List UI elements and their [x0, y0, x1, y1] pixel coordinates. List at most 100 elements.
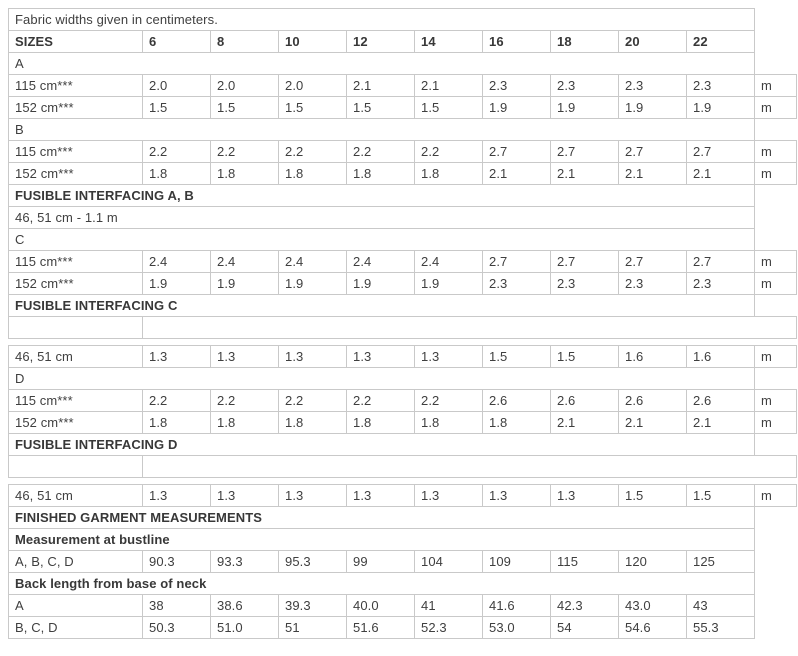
size-header-cell: 12	[346, 30, 415, 53]
value-cell: 1.9	[346, 272, 415, 295]
sizes-label-cell: SIZES	[8, 30, 143, 53]
unit-cell: m	[754, 96, 798, 119]
value-cell: 38	[142, 594, 211, 617]
value-cell: 55.3	[685, 616, 756, 639]
value-cell: 50.3	[142, 616, 211, 639]
table-row-section: Measurement at bustline	[7, 528, 797, 551]
row-label-cell: 115 cm***	[8, 389, 143, 412]
value-cell: 1.5	[482, 345, 551, 368]
value-cell: 2.2	[414, 140, 483, 163]
value-cell: 2.2	[142, 140, 211, 163]
value-cell: 41	[414, 594, 483, 617]
table-row-data: 46, 51 cm 1.3 1.3 1.3 1.3 1.3 1.5 1.5 1.6 1.6 m	[8, 345, 798, 368]
size-header-cell: 8	[210, 30, 279, 53]
table-row-data: 152 cm*** 1.8 1.8 1.8 1.8 1.8 2.1 2.1 2.1 2.1 m	[8, 162, 798, 185]
value-cell: 104	[414, 550, 483, 573]
value-cell: 1.9	[482, 96, 551, 119]
value-cell: 1.3	[278, 345, 347, 368]
value-cell: 2.3	[618, 272, 687, 295]
table-row-plain: D	[7, 367, 797, 390]
value-cell: 43.0	[618, 594, 687, 617]
table-row-header: SIZES 6 8 10 12 14 16 18 20 22	[8, 30, 797, 53]
size-header-cell: 6	[142, 30, 211, 53]
value-cell: 1.5	[618, 484, 687, 507]
value-cell: 2.6	[482, 389, 551, 412]
table-row-data: 115 cm*** 2.2 2.2 2.2 2.2 2.2 2.7 2.7 2.7 2.7 m	[8, 140, 798, 163]
value-cell: 2.4	[278, 250, 347, 273]
value-cell: 1.5	[278, 96, 347, 119]
value-cell: 1.9	[685, 96, 756, 119]
table-row-data: 152 cm*** 1.8 1.8 1.8 1.8 1.8 1.8 2.1 2.1 2.1 m	[8, 411, 798, 434]
unit-cell: m	[754, 162, 798, 185]
value-cell: 2.1	[685, 411, 756, 434]
empty-span-cell	[141, 316, 798, 339]
value-cell: 2.1	[550, 162, 619, 185]
value-cell: 2.0	[142, 74, 211, 97]
value-cell: 2.3	[482, 272, 551, 295]
size-header-cell: 14	[414, 30, 483, 53]
table-row-intro: Fabric widths given in centimeters.	[7, 8, 797, 31]
value-cell: 1.8	[142, 162, 211, 185]
value-cell: 1.5	[414, 96, 483, 119]
value-cell: 1.8	[278, 162, 347, 185]
value-cell: 2.2	[346, 389, 415, 412]
unit-cell: m	[754, 345, 798, 368]
value-cell: 2.2	[142, 389, 211, 412]
value-cell: 39.3	[278, 594, 347, 617]
value-cell: 2.0	[278, 74, 347, 97]
value-cell: 2.1	[482, 162, 551, 185]
section-header-cell: Back length from base of neck	[7, 572, 756, 595]
value-cell: 1.8	[346, 162, 415, 185]
plain-row-label-cell: 46, 51 cm - 1.1 m	[7, 206, 756, 229]
fabric-requirements-table: Fabric widths given in centimeters. SIZES…	[7, 8, 798, 639]
table-row-plain: B	[7, 118, 797, 141]
value-cell: 2.4	[210, 250, 279, 273]
row-label-cell: 115 cm***	[8, 140, 143, 163]
value-cell: 2.7	[618, 140, 687, 163]
row-label-cell: 152 cm***	[8, 162, 143, 185]
table-row-plain: 46, 51 cm - 1.1 m	[7, 206, 797, 229]
unit-cell: m	[754, 140, 798, 163]
value-cell: 2.6	[685, 389, 756, 412]
value-cell: 1.3	[414, 345, 483, 368]
section-header-cell: FUSIBLE INTERFACING D	[7, 433, 756, 456]
table-row-data: 115 cm*** 2.0 2.0 2.0 2.1 2.1 2.3 2.3 2.3 2.3 m	[8, 74, 798, 97]
table-row-gap	[9, 478, 797, 485]
value-cell: 1.9	[550, 96, 619, 119]
value-cell: 93.3	[210, 550, 279, 573]
row-label-cell: 115 cm***	[8, 74, 143, 97]
table-row-section: FUSIBLE INTERFACING C	[7, 294, 797, 317]
unit-cell: m	[754, 411, 798, 434]
value-cell: 1.9	[414, 272, 483, 295]
empty-label-cell	[8, 455, 143, 478]
row-label-cell: B, C, D	[8, 616, 143, 639]
value-cell: 1.6	[685, 345, 756, 368]
value-cell: 2.1	[346, 74, 415, 97]
value-cell: 51	[278, 616, 347, 639]
row-label-cell: 115 cm***	[8, 250, 143, 273]
value-cell: 2.7	[550, 250, 619, 273]
table-row-plain: C	[7, 228, 797, 251]
value-cell: 2.3	[618, 74, 687, 97]
value-cell: 2.7	[685, 140, 756, 163]
fabric-table-body: Fabric widths given in centimeters. SIZES…	[7, 8, 798, 639]
value-cell: 2.3	[482, 74, 551, 97]
row-label-cell: A, B, C, D	[8, 550, 143, 573]
value-cell: 99	[346, 550, 415, 573]
value-cell: 51.6	[346, 616, 415, 639]
unit-cell: m	[754, 250, 798, 273]
value-cell: 2.1	[550, 411, 619, 434]
value-cell: 2.2	[210, 140, 279, 163]
value-cell: 51.0	[210, 616, 279, 639]
value-cell: 42.3	[550, 594, 619, 617]
size-header-cell: 22	[685, 30, 756, 53]
table-row-data: 115 cm*** 2.2 2.2 2.2 2.2 2.2 2.6 2.6 2.6 2.6 m	[8, 389, 798, 412]
unit-cell: m	[754, 484, 798, 507]
value-cell: 2.1	[618, 162, 687, 185]
value-cell: 38.6	[210, 594, 279, 617]
plain-row-label-cell: C	[7, 228, 756, 251]
value-cell: 1.3	[142, 484, 211, 507]
section-header-cell: Measurement at bustline	[7, 528, 756, 551]
table-intro-cell: Fabric widths given in centimeters.	[7, 8, 756, 31]
value-cell: 54.6	[618, 616, 687, 639]
